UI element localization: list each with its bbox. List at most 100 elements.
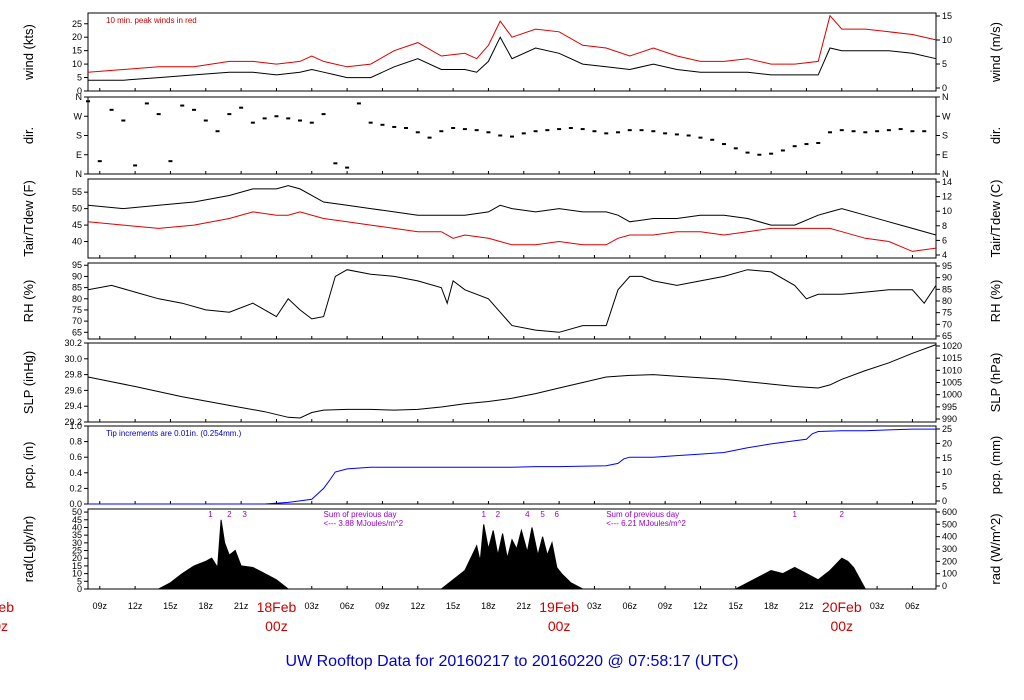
wind-ytick-label-left: 10 xyxy=(72,59,82,69)
dir-point xyxy=(380,123,385,126)
x-tick-label: 21z xyxy=(799,601,814,611)
wind-ytick-label-left: 0 xyxy=(77,86,82,96)
x-tick-label: 21z xyxy=(517,601,532,611)
dir-point xyxy=(580,128,585,131)
temp-ytick-label-right: 6 xyxy=(942,235,947,245)
rad-ytick-label-left: 10 xyxy=(72,569,82,579)
dir-point xyxy=(922,130,927,133)
wind-series-line-0 xyxy=(88,36,937,81)
dir-ytick-label-left: S xyxy=(76,131,82,141)
x-tick-label: 18z xyxy=(199,601,214,611)
rad-marker: 6 xyxy=(555,510,560,519)
rh-frame xyxy=(87,262,937,340)
rad-ytick-label-right: 100 xyxy=(942,569,957,579)
rad-ytick-label-right: 500 xyxy=(942,519,957,529)
dir-ytick-label-right: E xyxy=(942,150,948,160)
dir-point xyxy=(839,129,844,132)
dir-frame xyxy=(87,96,937,175)
x-tick-label: 15z xyxy=(446,601,461,611)
dir-point xyxy=(851,130,856,133)
dir-point xyxy=(698,136,703,139)
dir-point xyxy=(168,160,173,163)
temp-ytick-label-right: 8 xyxy=(942,221,947,231)
rad-ytick-label-left: 0 xyxy=(77,584,82,594)
rad-note-line2: <--- 6.21 MJoules/m^2 xyxy=(606,519,686,528)
x-tick-label: 12z xyxy=(693,601,708,611)
temp-ytick-label-right: 12 xyxy=(942,192,952,202)
dir-point xyxy=(97,160,102,163)
slp-ytick-label-right: 1015 xyxy=(942,353,962,363)
rh-ytick-label-right: 75 xyxy=(942,308,952,318)
dir-point xyxy=(109,108,114,111)
rad-note-line1: Sum of previous day xyxy=(324,510,397,519)
dir-point xyxy=(674,133,679,136)
chart-title: UW Rooftop Data for 20160217 to 20160220… xyxy=(286,653,739,670)
rad-ytick-label-left: 50 xyxy=(72,507,82,517)
slp-ylabel-right: SLP (hPa) xyxy=(988,353,1003,413)
wind-ytick-label-left: 15 xyxy=(72,46,82,56)
rad-marker: 2 xyxy=(840,510,845,519)
dir-point xyxy=(462,128,467,131)
dir-point xyxy=(404,127,408,130)
temp-series-line-0 xyxy=(87,185,937,236)
dir-point xyxy=(180,104,185,107)
dir-ytick-label-left: N xyxy=(76,92,83,102)
slp-ytick-label-left: 29.6 xyxy=(64,385,82,395)
x-tick-label: 12z xyxy=(411,601,426,611)
dir-point xyxy=(886,129,891,132)
dir-point xyxy=(557,128,562,131)
dir-point xyxy=(910,130,915,133)
dir-point xyxy=(321,113,326,116)
slp-ytick-label-right: 995 xyxy=(942,402,957,412)
x-tick-label: 15z xyxy=(729,601,744,611)
rh-ytick-label-left: 85 xyxy=(72,283,82,293)
slp-ytick-label-right: 1005 xyxy=(942,378,962,388)
rh-ytick-label-left: 75 xyxy=(72,305,82,315)
rh-ytick-label-left: 70 xyxy=(72,316,82,326)
dir-point xyxy=(415,131,420,134)
dir-point xyxy=(686,134,691,137)
dir-point xyxy=(816,141,821,144)
dir-point xyxy=(792,145,797,148)
dir-point xyxy=(627,129,632,132)
rh-ylabel-right: RH (%) xyxy=(988,280,1003,323)
dir-point xyxy=(286,117,291,120)
rad-ytick-label-right: 300 xyxy=(942,544,957,554)
rh-ytick-label-right: 95 xyxy=(942,261,952,271)
slp-ytick-label-right: 1020 xyxy=(942,341,962,351)
day-label-time-left: 00z xyxy=(0,618,8,634)
pcp-ytick-label-right: 5 xyxy=(942,482,947,492)
slp-ytick-label-left: 30.0 xyxy=(64,354,82,364)
dir-ylabel-left: dir. xyxy=(21,127,36,144)
dir-point xyxy=(828,131,832,134)
wind-frame xyxy=(87,12,937,92)
dir-point xyxy=(898,128,903,131)
dir-point xyxy=(651,130,656,133)
dir-point xyxy=(804,143,809,146)
x-tick-label: 09z xyxy=(93,601,108,611)
pcp-ytick-label-left: 1.0 xyxy=(69,421,82,431)
dir-point xyxy=(639,129,644,132)
rad-marker: 4 xyxy=(525,510,530,519)
day-label-time: 00z xyxy=(265,618,288,634)
rad-ytick-label-right: 200 xyxy=(942,556,957,566)
x-tick-label: 18z xyxy=(481,601,496,611)
wind-ytick-label-right: 15 xyxy=(942,11,952,21)
rad-area xyxy=(88,519,936,590)
slp-frame xyxy=(87,342,937,423)
dir-point xyxy=(710,138,715,141)
dir-point xyxy=(298,119,302,122)
rad-ytick-label-left: 40 xyxy=(72,522,82,532)
day-label-date: 19Feb xyxy=(539,599,579,615)
dir-point xyxy=(239,106,244,109)
pcp-ytick-label-right: 10 xyxy=(942,467,952,477)
pcp-annotation: Tip increments are 0.01in. (0.254mm.) xyxy=(106,429,242,438)
dir-point xyxy=(451,127,456,130)
slp-ytick-label-right: 1000 xyxy=(942,390,962,400)
dir-point xyxy=(368,121,373,124)
rad-ytick-label-right: 400 xyxy=(942,532,957,542)
dir-point xyxy=(875,130,880,133)
dir-ytick-label-left: E xyxy=(76,150,82,160)
rad-ylabel-left: rad(Lgly/hr) xyxy=(21,516,36,582)
